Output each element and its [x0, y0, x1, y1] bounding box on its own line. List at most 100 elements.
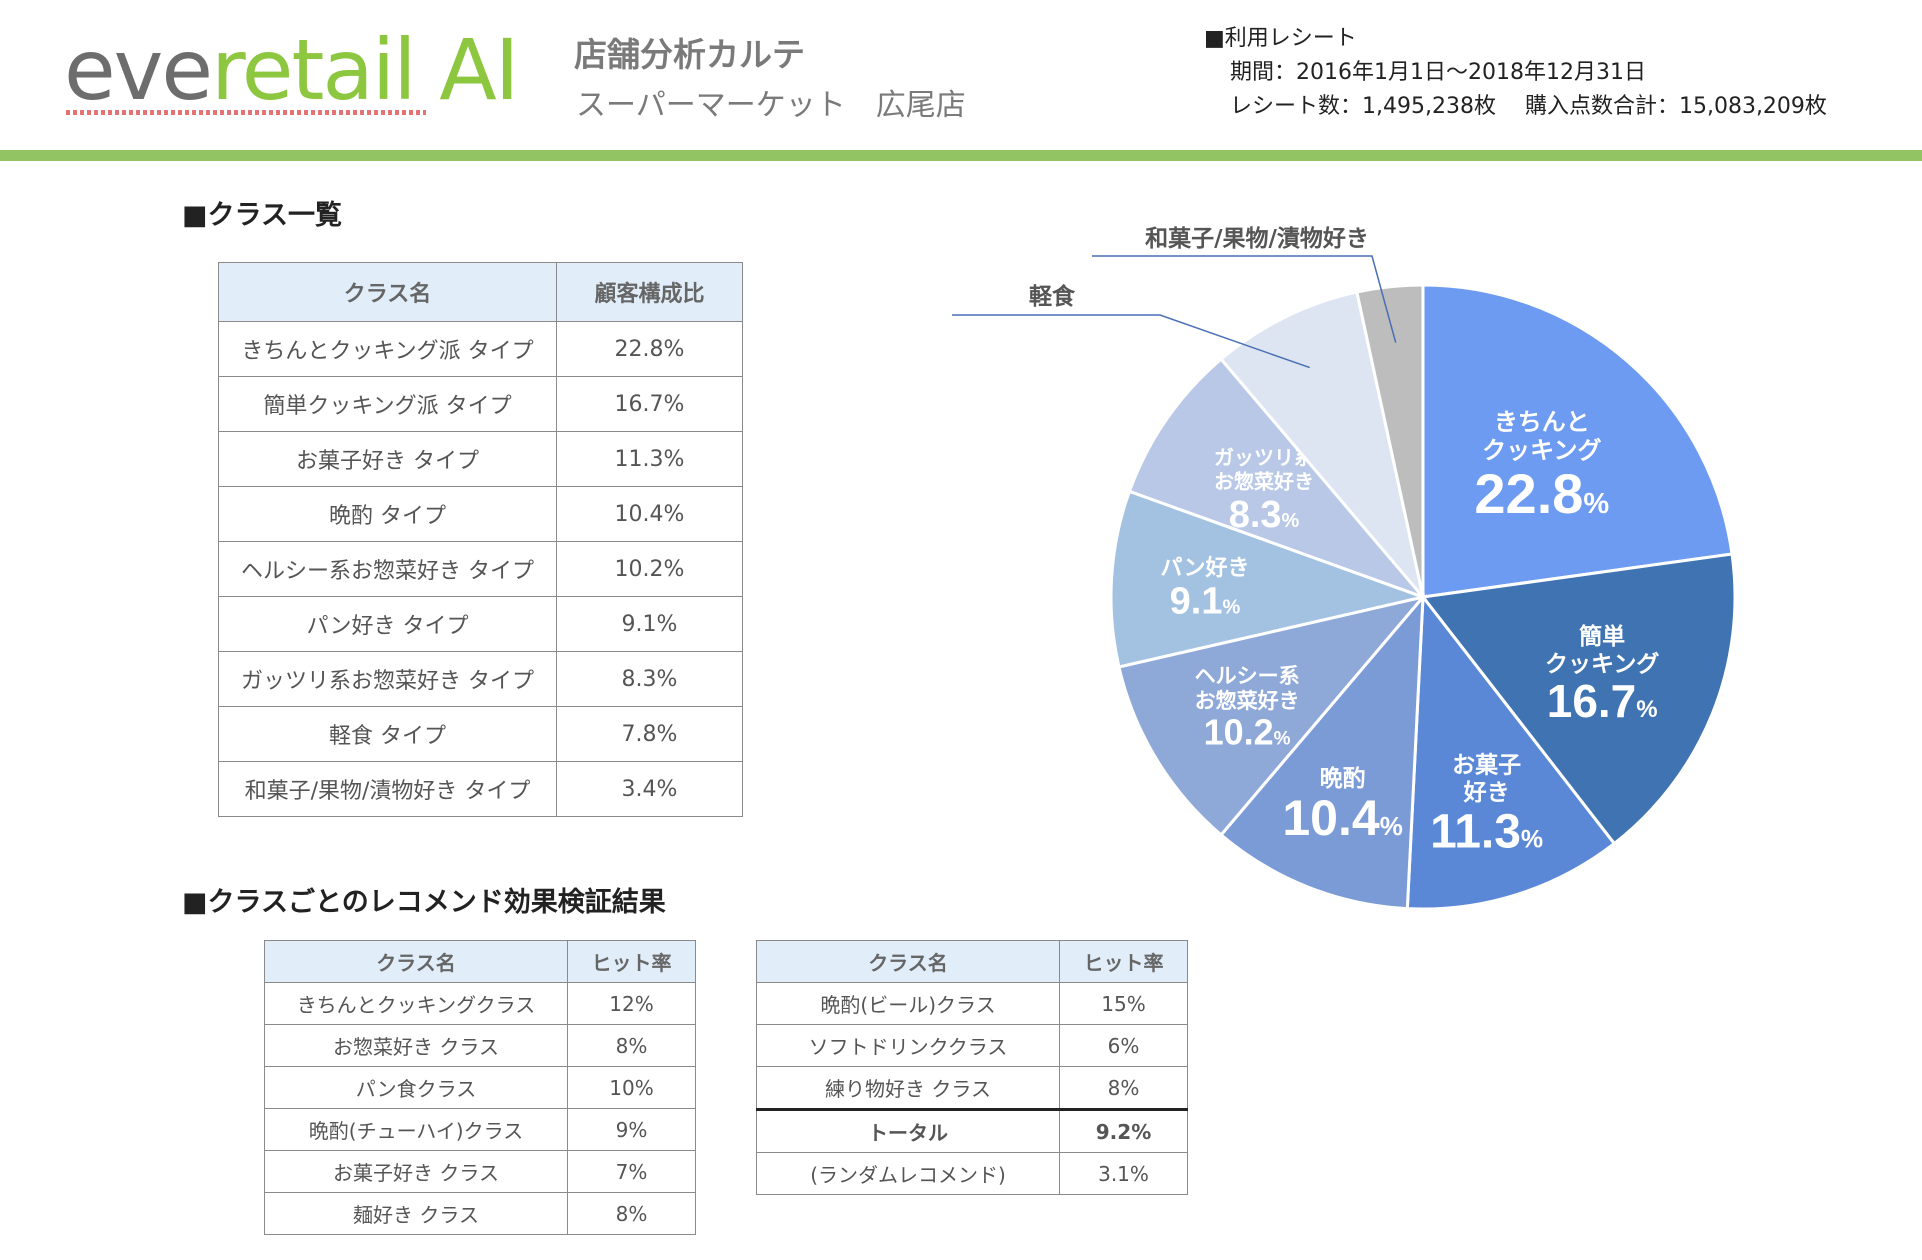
cell-class-name: 軽食 タイプ	[218, 706, 557, 762]
pie-slice-label: お菓子	[1452, 753, 1521, 779]
receipt-counts: レシート数：1,495,238枚 購入点数合計：15,083,209枚	[1230, 94, 1827, 119]
table-row: ヘルシー系お惣菜好き タイプ 10.2%	[218, 541, 743, 597]
cell-value: 9.2%	[1059, 1108, 1188, 1153]
pie-slice-label: お惣菜好き	[1214, 470, 1314, 494]
cell-value: 15%	[1059, 982, 1188, 1025]
table-row: お惣菜好き クラス 8%	[264, 1024, 696, 1067]
header-hit-rate: ヒット率	[567, 940, 696, 983]
table-row: 軽食 タイプ 7.8%	[218, 706, 743, 762]
cell-class-name: 晩酌(ビール)クラス	[756, 982, 1060, 1025]
cell-class-name: 和菓子/果物/漬物好き タイプ	[218, 761, 557, 817]
table-header-row: クラス名 顧客構成比	[218, 262, 743, 322]
header-divider	[0, 150, 1922, 161]
cell-value: 7%	[567, 1150, 696, 1193]
cell-class-name: トータル	[756, 1108, 1060, 1153]
cell-value: 8%	[1059, 1066, 1188, 1110]
pie-slice-external-label: 軽食	[1029, 283, 1076, 310]
page-title: 店舗分析カルテ	[574, 35, 805, 74]
section-title-recommend: ■クラスごとのレコメンド効果検証結果	[182, 887, 666, 918]
table-row: 簡単クッキング派 タイプ 16.7%	[218, 376, 743, 432]
cell-class-name: 簡単クッキング派 タイプ	[218, 376, 557, 432]
cell-value: 10.4%	[556, 486, 743, 542]
cell-class-name: (ランダムレコメンド)	[756, 1152, 1060, 1195]
table-row: 和菓子/果物/漬物好き タイプ 3.4%	[218, 761, 743, 817]
table-row: 麺好き クラス 8%	[264, 1192, 696, 1235]
logo-part-eve: eve	[64, 21, 213, 119]
pie-slice-label: お惣菜好き	[1195, 689, 1300, 713]
table-row: ガッツリ系お惣菜好き タイプ 8.3%	[218, 651, 743, 707]
table-row: 晩酌(チューハイ)クラス 9%	[264, 1108, 696, 1151]
pie-slice-value: 9.1%	[1170, 580, 1241, 622]
pie-slice-value: 8.3%	[1229, 494, 1300, 536]
cell-class-name: パン好き タイプ	[218, 596, 557, 652]
leader-line	[1092, 255, 1397, 343]
cell-class-name: きちんとクッキング派 タイプ	[218, 321, 557, 377]
table-header-row: クラス名 ヒット率	[756, 940, 1188, 983]
table-row: トータル 9.2%	[756, 1108, 1188, 1153]
pie-slice-label: 晩酌	[1320, 766, 1366, 792]
pie-slice	[1219, 592, 1425, 911]
table-row: パン食クラス 10%	[264, 1066, 696, 1109]
pie-slice-label: パン好き	[1160, 555, 1249, 581]
cell-class-name: ソフトドリンククラス	[756, 1024, 1060, 1067]
pie-slice-external-label: 和菓子/果物/漬物好き	[1145, 225, 1369, 252]
receipt-info: ■利用レシート 期間：2016年1月1日〜2018年12月31日 レシート数：1…	[1204, 22, 1827, 124]
section-title-class-list: ■クラス一覧	[182, 200, 342, 231]
pie-slice-label: クッキング	[1545, 651, 1659, 678]
pie-slice-label: クッキング	[1482, 437, 1601, 465]
cell-value: 16.7%	[556, 376, 743, 432]
table-row: お菓子好き タイプ 11.3%	[218, 431, 743, 487]
logo: everetail AI	[64, 28, 519, 112]
cell-value: 8.3%	[556, 651, 743, 707]
pie-slice-label: 好き	[1463, 780, 1510, 806]
cell-value: 12%	[567, 982, 696, 1025]
pie-slice-label: 簡単	[1579, 623, 1625, 650]
pie-slice	[1355, 283, 1425, 598]
cell-class-name: 晩酌(チューハイ)クラス	[264, 1108, 568, 1151]
table-row: (ランダムレコメンド) 3.1%	[756, 1152, 1188, 1195]
pie-slice	[1405, 592, 1617, 911]
pie-slice-value: 16.7%	[1547, 675, 1658, 727]
class-table: クラス名 顧客構成比 きちんとクッキング派 タイプ 22.8% 簡単クッキング派 タ…	[218, 262, 743, 817]
pie-slice	[1420, 552, 1737, 846]
cell-class-name: お惣菜好き クラス	[264, 1024, 568, 1067]
cell-class-name: きちんとクッキングクラス	[264, 982, 568, 1025]
header-hit-rate: ヒット率	[1059, 940, 1188, 983]
store-name: スーパーマーケット 広尾店	[576, 88, 966, 123]
cell-value: 8%	[567, 1192, 696, 1235]
header-class-name: クラス名	[218, 262, 557, 322]
pie-slice	[1421, 283, 1734, 599]
table-row: お菓子好き クラス 7%	[264, 1150, 696, 1193]
pie-slice	[1109, 489, 1429, 669]
pie-slice-value: 10.2%	[1204, 712, 1291, 753]
cell-class-name: お菓子好き クラス	[264, 1150, 568, 1193]
recommend-table-right: クラス名 ヒット率 晩酌(ビール)クラス 15% ソフトドリンククラス 6% 練り物好き…	[756, 940, 1188, 1195]
cell-value: 11.3%	[556, 431, 743, 487]
pie-slice-value: 22.8%	[1474, 462, 1609, 525]
spellcheck-underline	[66, 110, 426, 115]
cell-value: 7.8%	[556, 706, 743, 762]
table-row: ソフトドリンククラス 6%	[756, 1024, 1188, 1067]
pie-slice-label: ヘルシー系	[1195, 664, 1300, 688]
cell-class-name: ヘルシー系お惣菜好き タイプ	[218, 541, 557, 597]
pie-slice	[1127, 357, 1428, 601]
cell-class-name: 晩酌 タイプ	[218, 486, 557, 542]
cell-class-name: ガッツリ系お惣菜好き タイプ	[218, 651, 557, 707]
recommend-table-left-body: きちんとクッキングクラス 12% お惣菜好き クラス 8% パン食クラス 10% 晩酌(チュ…	[264, 982, 696, 1235]
cell-value: 8%	[567, 1024, 696, 1067]
pie-slice-value: 10.4%	[1282, 790, 1402, 846]
logo-part-retail: retail AI	[211, 21, 519, 119]
pie-slice-label: きちんと	[1494, 408, 1590, 436]
cell-value: 3.4%	[556, 761, 743, 817]
cell-value: 3.1%	[1059, 1152, 1188, 1195]
pie-slice-value: 11.3%	[1430, 805, 1543, 858]
receipt-heading: ■利用レシート	[1204, 26, 1357, 51]
table-row: パン好き タイプ 9.1%	[218, 596, 743, 652]
cell-class-name: パン食クラス	[264, 1066, 568, 1109]
receipt-period: 期間：2016年1月1日〜2018年12月31日	[1230, 60, 1646, 85]
cell-value: 6%	[1059, 1024, 1188, 1067]
table-row: きちんとクッキング派 タイプ 22.8%	[218, 321, 743, 377]
leader-line	[952, 314, 1310, 369]
table-header-row: クラス名 ヒット率	[264, 940, 696, 983]
